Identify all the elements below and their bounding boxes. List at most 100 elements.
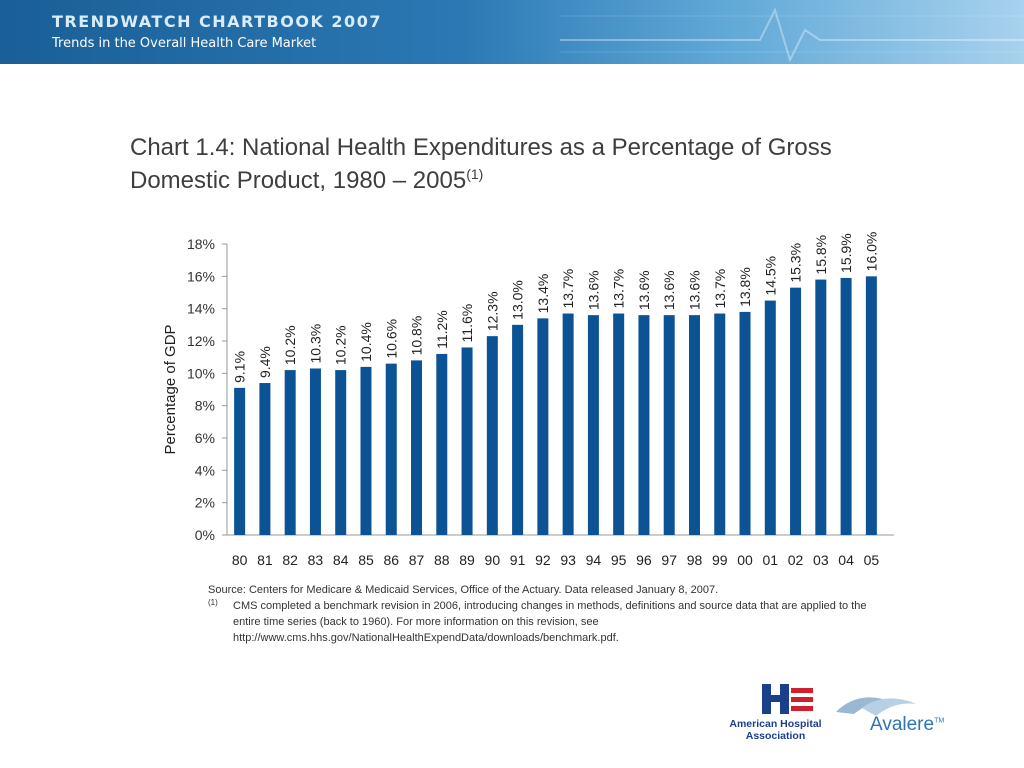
x-tick-label: 96 [636, 552, 652, 568]
x-tick-label: 00 [737, 552, 753, 568]
x-tick-label: 01 [762, 552, 778, 568]
x-tick-label: 87 [409, 552, 425, 568]
y-tick-label: 6% [195, 430, 215, 446]
bar [411, 360, 423, 535]
data-label: 11.6% [459, 304, 475, 343]
avalere-logo: AvalereTM [832, 690, 945, 740]
x-tick-label: 86 [383, 552, 399, 568]
avalere-trademark: TM [934, 717, 945, 725]
aha-logo: American Hospital Association [718, 682, 833, 746]
y-axis-title: Percentage of GDP [162, 324, 179, 454]
data-label: 10.2% [282, 325, 298, 365]
bar [739, 311, 751, 535]
aha-h-icon [762, 684, 813, 714]
data-label: 12.3% [484, 291, 500, 331]
header-banner: TRENDWATCH CHARTBOOK 2007 Trends in the … [0, 0, 1024, 64]
data-label: 13.4% [535, 274, 551, 314]
y-tick-label: 14% [187, 301, 215, 317]
chart-title: Chart 1.4: National Health Expenditures … [130, 134, 930, 194]
x-tick-label: 97 [661, 552, 677, 568]
chartbook-subtitle: Trends in the Overall Health Care Market [52, 36, 317, 51]
bar [790, 287, 802, 535]
bar [764, 300, 776, 535]
data-label: 16.0% [863, 232, 879, 272]
bar [562, 313, 574, 535]
y-tick-label: 4% [195, 462, 215, 478]
x-tick-label: 04 [838, 552, 854, 568]
data-label: 10.8% [409, 316, 425, 356]
bar [335, 370, 347, 535]
aha-name-line2: Association [745, 730, 806, 742]
x-tick-label: 89 [459, 552, 475, 568]
data-label: 13.6% [636, 270, 652, 310]
x-tick-label: 83 [308, 552, 324, 568]
y-tick-label: 2% [195, 495, 215, 511]
bar [284, 370, 296, 535]
data-label: 13.6% [661, 270, 677, 310]
data-label: 10.4% [358, 322, 374, 362]
bar [587, 315, 599, 535]
bar [688, 315, 700, 535]
x-tick-label: 81 [257, 552, 273, 568]
footnote-mark: (1) [208, 598, 218, 607]
bar [537, 318, 549, 535]
bar [840, 277, 852, 535]
bar [714, 313, 726, 535]
x-tick-label: 91 [510, 552, 526, 568]
x-tick-label: 03 [813, 552, 829, 568]
x-tick-label: 95 [611, 552, 627, 568]
bar [512, 324, 524, 535]
data-label: 15.3% [788, 243, 804, 283]
y-tick-label: 10% [187, 365, 215, 381]
data-label: 10.6% [383, 319, 399, 359]
bar [613, 313, 625, 535]
bar [865, 276, 877, 535]
bar [259, 383, 271, 535]
x-tick-label: 85 [358, 552, 374, 568]
data-label: 9.1% [232, 351, 248, 383]
y-tick-label: 0% [195, 527, 215, 543]
x-tick-label: 99 [712, 552, 728, 568]
x-tick-label: 92 [535, 552, 551, 568]
data-label: 13.7% [712, 269, 728, 309]
bar [638, 315, 650, 535]
y-tick-label: 12% [187, 333, 215, 349]
x-tick-label: 02 [788, 552, 804, 568]
chart-title-text: Chart 1.4: National Health Expenditures … [130, 134, 832, 194]
x-tick-label: 93 [560, 552, 576, 568]
data-label: 13.6% [686, 270, 702, 310]
data-label: 9.4% [257, 346, 273, 378]
y-tick-label: 8% [195, 398, 215, 414]
data-label: 15.9% [838, 233, 854, 273]
data-label: 11.2% [434, 310, 450, 349]
bar [309, 368, 321, 535]
x-tick-label: 94 [586, 552, 602, 568]
bar [436, 353, 448, 535]
data-label: 15.8% [813, 235, 829, 275]
chart-title-footnote-ref: (1) [466, 166, 484, 182]
chartbook-title: TRENDWATCH CHARTBOOK 2007 [52, 12, 382, 31]
data-label: 10.3% [307, 324, 323, 364]
bar [385, 363, 397, 535]
x-tick-label: 82 [282, 552, 298, 568]
heartbeat-graphic-icon [560, 7, 1024, 63]
source-notes: Source: Centers for Medicare & Medicaid … [208, 582, 888, 646]
footnote-text: CMS completed a benchmark revision in 20… [233, 600, 867, 644]
aha-name-line1: American Hospital [729, 718, 822, 730]
data-label: 13.8% [737, 267, 753, 307]
x-tick-label: 88 [434, 552, 450, 568]
x-tick-label: 84 [333, 552, 349, 568]
bar [360, 366, 372, 535]
avalere-name: Avalere [870, 714, 935, 735]
bar [234, 387, 246, 535]
data-label: 13.7% [560, 269, 576, 309]
avalere-wave-icon [836, 697, 916, 716]
bar [815, 279, 827, 535]
y-tick-label: 18% [187, 236, 215, 252]
data-label: 14.5% [762, 256, 778, 296]
data-label: 13.6% [585, 270, 601, 310]
bar [663, 315, 675, 535]
footnote: (1) CMS completed a benchmark revision i… [208, 598, 888, 646]
y-tick-label: 16% [187, 268, 215, 284]
